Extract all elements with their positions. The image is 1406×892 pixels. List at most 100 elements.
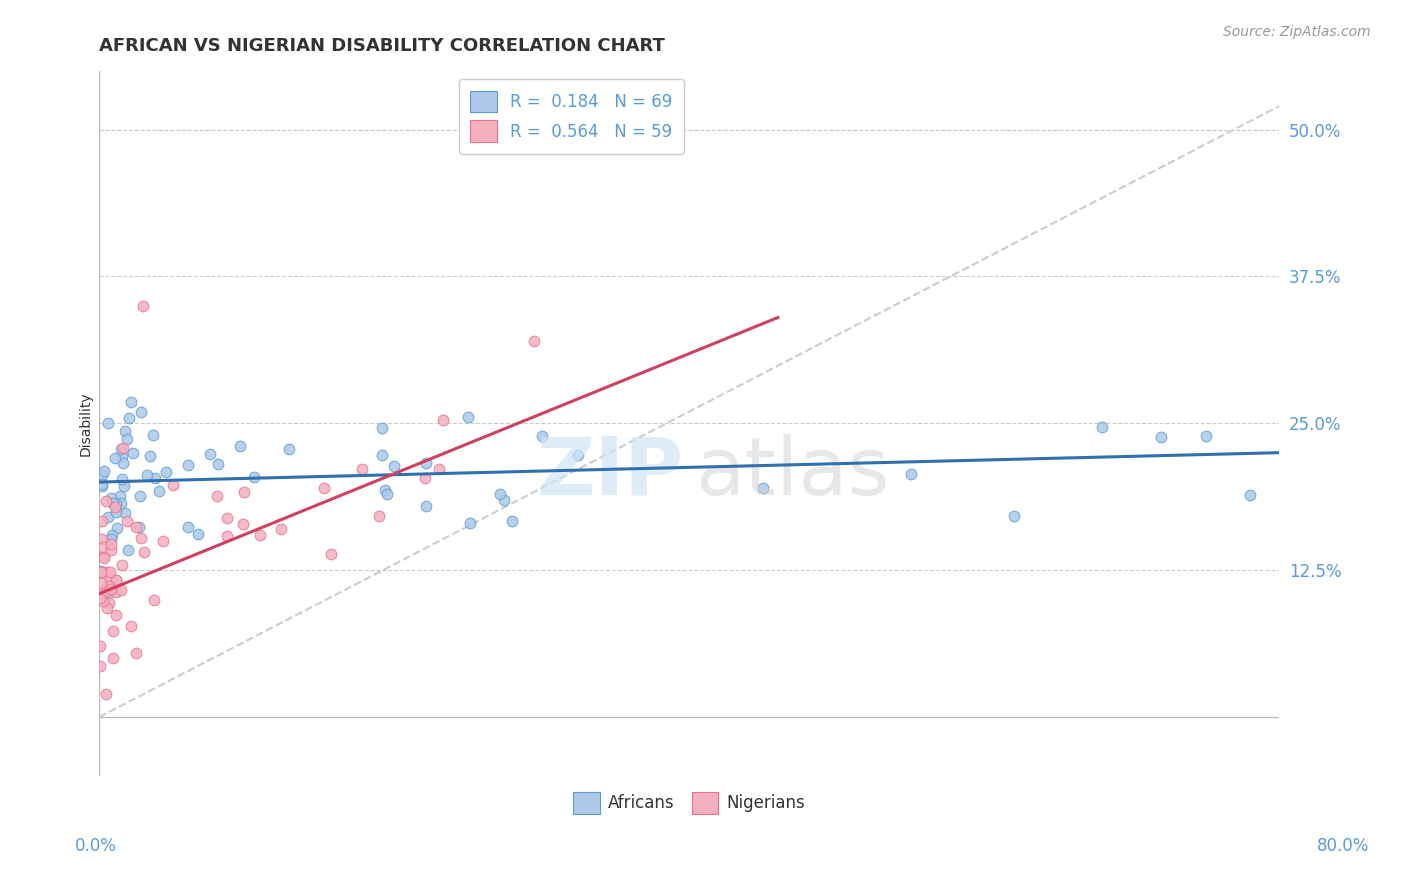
Point: [117, 411, 139, 425]
Point: [457, 410, 479, 425]
Point: [350, 462, 373, 476]
Point: [101, 651, 124, 665]
Point: [100, 542, 122, 557]
Point: [207, 489, 229, 503]
Point: [415, 456, 437, 470]
Point: [215, 510, 238, 524]
Point: [567, 448, 589, 462]
Point: [105, 608, 128, 623]
Point: [432, 413, 454, 427]
Point: [98, 596, 121, 610]
Point: [111, 558, 134, 573]
Point: [162, 477, 184, 491]
Point: [115, 514, 138, 528]
Text: ZIP: ZIP: [536, 434, 683, 512]
Point: [114, 424, 136, 438]
Point: [143, 592, 166, 607]
Point: [314, 481, 336, 495]
Point: [129, 531, 152, 545]
Point: [91, 541, 114, 555]
Point: [1002, 509, 1025, 524]
Point: [371, 421, 394, 435]
Point: [100, 582, 122, 597]
Point: [129, 490, 152, 504]
Point: [100, 532, 122, 546]
Point: [105, 573, 128, 587]
Point: [90, 476, 112, 491]
Point: [1091, 420, 1114, 434]
Point: [110, 582, 132, 597]
Point: [243, 470, 266, 484]
Point: [105, 521, 128, 535]
Point: [90, 576, 112, 591]
Point: [96, 600, 118, 615]
Text: 80.0%: 80.0%: [1316, 837, 1369, 855]
Point: [114, 506, 136, 520]
Point: [97, 510, 120, 524]
Point: [96, 581, 118, 595]
Point: [1195, 428, 1218, 442]
Point: [176, 458, 198, 473]
Point: [148, 484, 170, 499]
Point: [115, 432, 138, 446]
Point: [142, 428, 165, 442]
Point: [90, 564, 112, 578]
Point: [427, 462, 450, 476]
Point: [249, 527, 271, 541]
Text: Source: ZipAtlas.com: Source: ZipAtlas.com: [1223, 25, 1371, 39]
Point: [1239, 488, 1261, 502]
Point: [198, 447, 221, 461]
Point: [100, 491, 122, 505]
Point: [96, 584, 118, 599]
Point: [270, 522, 292, 536]
Y-axis label: Disability: Disability: [79, 391, 93, 456]
Point: [93, 465, 115, 479]
Point: [117, 542, 139, 557]
Point: [101, 495, 124, 509]
Point: [90, 532, 112, 546]
Point: [103, 624, 125, 639]
Point: [752, 481, 775, 495]
Point: [112, 441, 135, 455]
Point: [97, 585, 120, 599]
Point: [111, 472, 134, 486]
Point: [91, 593, 114, 607]
Point: [104, 500, 127, 514]
Point: [98, 566, 121, 580]
Point: [371, 449, 394, 463]
Point: [105, 505, 128, 519]
Point: [112, 456, 135, 470]
Point: [105, 573, 128, 587]
Point: [232, 516, 254, 531]
Point: [94, 494, 117, 508]
Point: [110, 489, 132, 503]
Point: [152, 534, 174, 549]
Point: [217, 529, 239, 543]
Point: [229, 438, 252, 452]
Point: [96, 565, 118, 579]
Point: [120, 395, 142, 409]
Point: [135, 468, 157, 483]
Point: [89, 639, 111, 653]
Point: [132, 299, 155, 313]
Point: [94, 687, 117, 701]
Point: [177, 520, 200, 534]
Point: [93, 549, 115, 563]
Point: [104, 451, 127, 466]
Point: [93, 550, 115, 565]
Point: [143, 471, 166, 485]
Point: [522, 334, 544, 348]
Point: [91, 468, 114, 483]
Text: AFRICAN VS NIGERIAN DISABILITY CORRELATION CHART: AFRICAN VS NIGERIAN DISABILITY CORRELATI…: [100, 37, 665, 55]
Point: [122, 446, 145, 460]
Point: [458, 516, 481, 531]
Point: [129, 405, 152, 419]
Point: [139, 449, 162, 463]
Point: [93, 584, 115, 599]
Legend: Africans, Nigerians: Africans, Nigerians: [567, 786, 813, 821]
Point: [132, 545, 155, 559]
Point: [900, 467, 922, 481]
Point: [110, 442, 132, 456]
Point: [111, 449, 134, 463]
Point: [530, 429, 553, 443]
